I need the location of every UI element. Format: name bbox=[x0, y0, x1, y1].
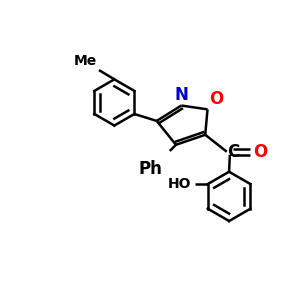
Text: C: C bbox=[227, 143, 239, 161]
Text: O: O bbox=[209, 90, 223, 108]
Text: O: O bbox=[253, 143, 267, 161]
Text: HO: HO bbox=[167, 177, 191, 191]
Text: Me: Me bbox=[74, 54, 97, 68]
Text: Ph: Ph bbox=[138, 160, 162, 178]
Text: N: N bbox=[174, 86, 188, 104]
